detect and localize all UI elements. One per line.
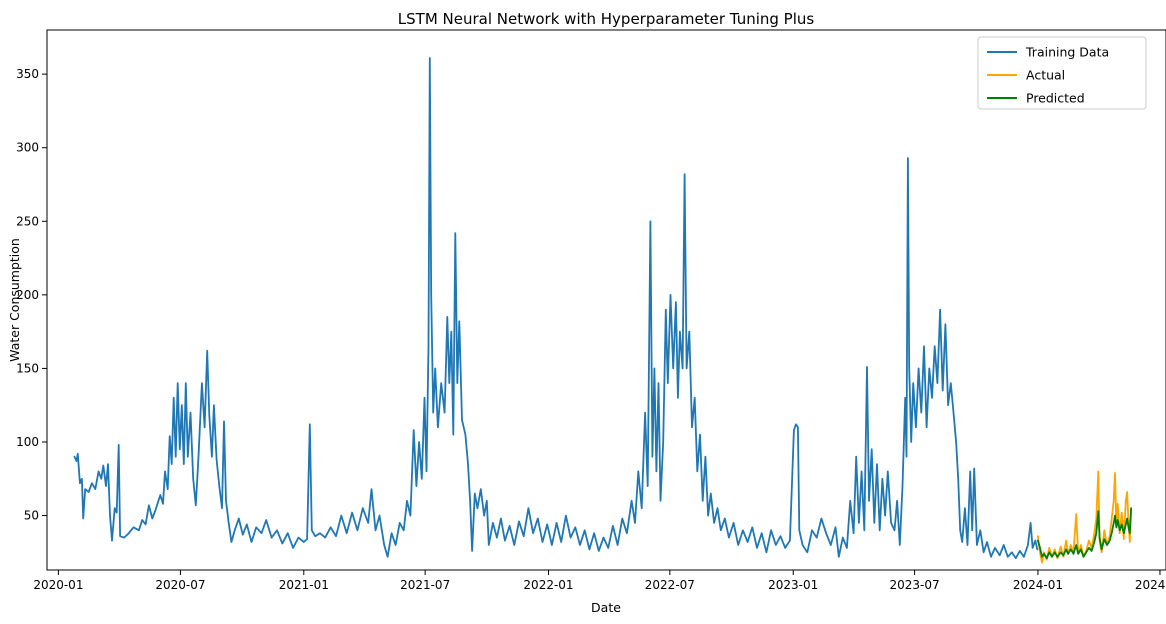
- x-tick-label: 2023-07: [890, 578, 940, 592]
- series-line-training-data: [73, 57, 1039, 560]
- legend: Training Data Actual Predicted: [977, 36, 1147, 110]
- y-tick-label: 50: [24, 509, 39, 523]
- plot-frame: [46, 29, 1166, 571]
- x-tick-label: 2024-01: [1013, 578, 1063, 592]
- legend-label: Training Data: [1025, 45, 1109, 60]
- legend-label: Actual: [1026, 68, 1065, 83]
- y-tick-label: 350: [16, 67, 39, 81]
- x-axis: 2020-01 2020-07 2021-01 2021-07 2022-01 2022-…: [33, 570, 1166, 592]
- legend-label: Predicted: [1026, 91, 1085, 106]
- x-tick-label: 2021-07: [400, 578, 450, 592]
- plot-lines: [73, 57, 1132, 564]
- legend-box: [977, 36, 1147, 110]
- y-axis-title: Water Consumption: [7, 238, 22, 362]
- x-tick-label: 2020-01: [33, 578, 83, 592]
- x-tick-label: 2020-07: [155, 578, 205, 592]
- x-tick-label: 2022-01: [523, 578, 573, 592]
- x-tick-label: 2023-01: [768, 578, 818, 592]
- y-tick-label: 250: [16, 214, 39, 228]
- y-tick-label: 150: [16, 361, 39, 375]
- y-tick-label: 200: [16, 288, 39, 302]
- y-axis: 50 100 150 200 250 300 350: [16, 67, 47, 523]
- x-tick-label: 2021-01: [279, 578, 329, 592]
- x-tick-label: 2024-07: [1135, 578, 1166, 592]
- x-axis-title: Date: [591, 600, 621, 615]
- x-tick-label: 2022-07: [645, 578, 695, 592]
- series-line-predicted: [1037, 507, 1132, 560]
- chart-title: LSTM Neural Network with Hyperparameter …: [398, 10, 815, 28]
- y-tick-label: 100: [16, 435, 39, 449]
- y-tick-label: 300: [16, 141, 39, 155]
